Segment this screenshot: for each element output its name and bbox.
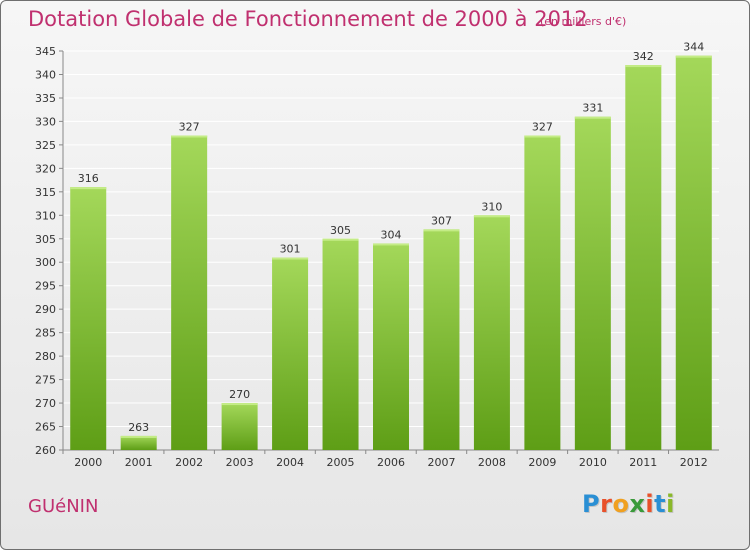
x-tick-label: 2001	[125, 456, 153, 469]
bar-2012	[675, 55, 712, 450]
logo-letter: r	[600, 490, 613, 518]
bar-2011	[625, 65, 662, 451]
x-tick-label: 2002	[175, 456, 203, 469]
x-tick-label: 2003	[226, 456, 254, 469]
commune-name: GUéNIN	[28, 496, 99, 517]
x-tick-label: 2011	[629, 456, 657, 469]
bar-2007	[423, 229, 460, 450]
bar-highlight	[120, 435, 157, 438]
x-tick-label: 2010	[579, 456, 607, 469]
y-tick-label: 290	[35, 303, 56, 316]
bar-highlight	[473, 215, 510, 218]
bar-2009	[524, 135, 561, 450]
bar-highlight	[675, 55, 712, 58]
y-tick-label: 315	[35, 186, 56, 199]
value-label: 301	[280, 243, 301, 256]
bar-highlight	[221, 403, 258, 406]
value-labels: 316 263 327 270 301 305 304 307 310 327 331 342 344	[78, 41, 705, 434]
y-tick-label: 285	[35, 327, 56, 340]
proxiti-logo: Proxiti	[582, 490, 675, 518]
value-label: 327	[179, 120, 200, 133]
value-label: 310	[481, 200, 502, 213]
bar-2005	[322, 238, 359, 450]
value-label: 316	[78, 172, 99, 185]
bar-2010	[574, 116, 611, 450]
y-tick-label: 345	[35, 45, 56, 58]
value-label: 344	[683, 41, 704, 54]
y-tick-label: 320	[35, 162, 56, 175]
x-tick-label: 2012	[680, 456, 708, 469]
y-tick-label: 300	[35, 256, 56, 269]
x-tick-label: 2004	[276, 456, 304, 469]
value-label: 270	[229, 388, 250, 401]
bar-2004	[272, 257, 309, 450]
bar-highlight	[524, 135, 561, 138]
value-label: 331	[582, 102, 603, 115]
bar-2001	[120, 435, 157, 450]
x-tick-label: 2009	[528, 456, 556, 469]
logo-letter: i	[666, 490, 675, 518]
y-tick-label: 305	[35, 233, 56, 246]
bar-highlight	[171, 135, 208, 138]
logo-letter: P	[582, 490, 601, 518]
y-tick-label: 335	[35, 92, 56, 105]
bar-2003	[221, 403, 258, 450]
bar-highlight	[373, 243, 409, 246]
bar-highlight	[574, 116, 611, 119]
logo-letter: x	[629, 490, 646, 518]
y-tick-label: 270	[35, 397, 56, 410]
y-tick-label: 340	[35, 68, 56, 81]
bar-2008	[473, 215, 510, 450]
x-tick-label: 2000	[74, 456, 102, 469]
bar-highlight	[322, 238, 359, 241]
chart-title: Dotation Globale de Fonctionnement de 20…	[28, 7, 588, 31]
y-tick-label: 325	[35, 139, 56, 152]
bar-highlight	[625, 65, 662, 68]
y-tick-label: 280	[35, 350, 56, 363]
logo-letter: t	[654, 490, 667, 518]
bar-highlight	[70, 187, 107, 190]
y-tick-label: 310	[35, 209, 56, 222]
x-tick-label: 2007	[427, 456, 455, 469]
y-tick-label: 260	[35, 444, 56, 457]
y-tick-labels: 260 265 270 275 280 285 290 295 300 305 310 315 320 3…	[35, 45, 56, 457]
bar-2000	[70, 187, 107, 451]
value-label: 342	[633, 50, 654, 63]
x-tick-label: 2008	[478, 456, 506, 469]
value-label: 307	[431, 214, 452, 227]
bar-2006	[373, 243, 409, 450]
y-tick-label: 275	[35, 374, 56, 387]
logo-letter: o	[612, 490, 630, 518]
x-tick-labels: 2000 2001 2002 2003 2004 2005 2006 2007 2008 2009…	[74, 456, 708, 469]
value-label: 263	[128, 421, 149, 434]
bar-2002	[171, 135, 208, 450]
bars	[70, 55, 712, 451]
x-tick-label: 2005	[327, 456, 355, 469]
value-label: 304	[381, 228, 402, 241]
bar-highlight	[423, 229, 460, 232]
value-label: 327	[532, 120, 553, 133]
y-tick-label: 330	[35, 115, 56, 128]
chart-subtitle: (en milliers d'€)	[540, 15, 627, 28]
y-tick-label: 265	[35, 421, 56, 434]
x-tick-label: 2006	[377, 456, 405, 469]
logo-letter: i	[645, 490, 655, 518]
bar-highlight	[272, 257, 309, 260]
y-tick-label: 295	[35, 280, 56, 293]
value-label: 305	[330, 224, 351, 237]
